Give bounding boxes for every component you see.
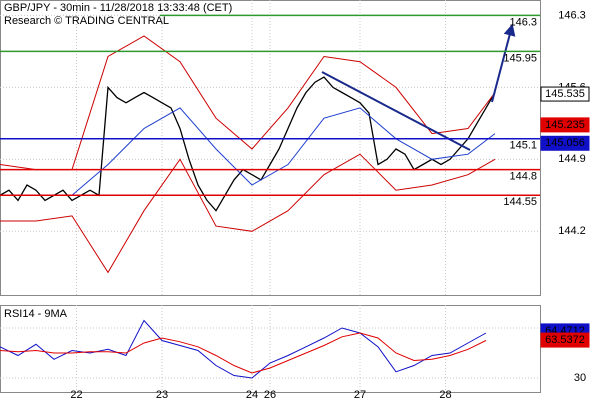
rsi-pane [0,305,541,393]
level-label: 144.55 [503,196,537,208]
series-line [0,332,487,374]
price-tag [540,117,590,133]
price-tag-label: 145.535 [545,88,585,100]
price-tag-label: 145.235 [545,119,585,131]
x-tick-label: 28 [439,389,451,400]
series-line [0,107,496,196]
price-tag [540,135,590,151]
x-tick-label: 23 [156,389,168,400]
trend-line [321,71,471,151]
rsi-title: RSI14 - 9MA [4,308,68,320]
y-tick-label: 144.2 [558,225,586,237]
y-tick-label: 146.3 [558,9,586,21]
x-tick-label: 22 [70,389,82,400]
x-tick-label: 26 [264,389,276,400]
series-line [0,35,496,171]
x-tick-label: 27 [354,389,366,400]
rsi-layer [0,305,540,392]
chart-title: GBP/JPY - 30min - 11/28/2018 13:33:48 (C… [4,2,232,14]
chart-subtitle: Research © TRADING CENTRAL [4,15,169,27]
level-label: 144.8 [509,171,537,183]
series-line [0,76,496,212]
series-line [0,319,487,379]
price-tag [540,86,590,102]
forecast-arrow [491,23,516,103]
y-tick-label: 30 [574,372,586,384]
level-label: 146.3 [509,16,537,28]
series-line [0,153,496,274]
price-tag-label: 145.056 [545,137,585,149]
x-tick-label: 24 [246,389,258,400]
y-tick-label: 144.9 [558,153,586,165]
level-label: 145.1 [509,140,537,152]
price-tag-label: 63.5372 [545,334,585,346]
price-tag [540,332,590,348]
level-label: 145.95 [503,52,537,64]
